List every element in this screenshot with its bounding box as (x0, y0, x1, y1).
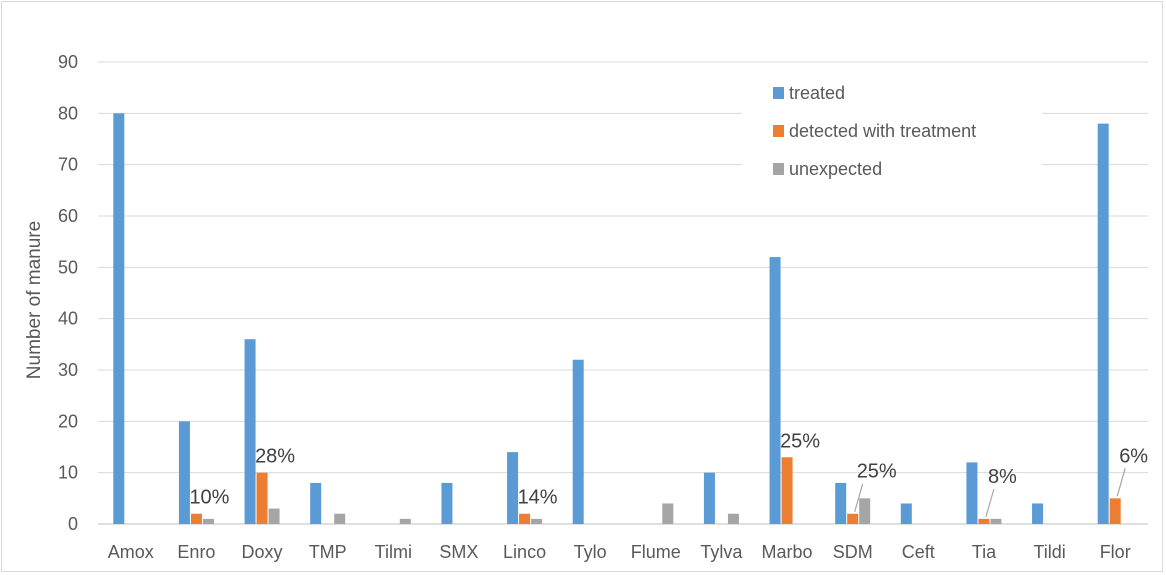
legend-swatch (773, 87, 784, 99)
bar-unexpected-doxy (268, 508, 280, 524)
x-tick-label: Marbo (762, 542, 813, 562)
bar-treated-tia (966, 462, 978, 524)
legend-entry: unexpected (789, 159, 882, 179)
y-tick-label: 60 (58, 206, 78, 226)
bar-treated-flor (1097, 123, 1109, 524)
x-tick-label: SMX (439, 542, 478, 562)
legend-swatch (773, 125, 784, 137)
annotations: 10% 28% 14% 25% 25% 8% 6% (189, 430, 1148, 518)
y-axis-ticks: 0 10 20 30 40 50 60 70 80 90 (58, 52, 78, 534)
annotation-label: 25% (780, 430, 820, 452)
y-tick-label: 90 (58, 52, 78, 72)
bar-detected-with-treatment-tia (978, 518, 990, 524)
annotation-label: 10% (189, 487, 229, 509)
bar-detected-with-treatment-sdm (847, 513, 859, 524)
annotation-label: 14% (518, 487, 558, 509)
annotation-label: 6% (1119, 445, 1148, 467)
bar-detected-with-treatment-linco (519, 513, 531, 524)
y-tick-label: 30 (58, 360, 78, 380)
bar-treated-linco (507, 452, 519, 524)
annotation-label: 28% (255, 446, 295, 468)
x-tick-label: Enro (177, 542, 215, 562)
y-tick-label: 40 (58, 309, 78, 329)
bar-treated-smx (441, 482, 453, 524)
x-axis-ticks: Amox Enro Doxy TMP Tilmi SMX Linco Tylo Flume Tyl… (108, 542, 1131, 562)
annotation-label: 25% (857, 461, 897, 483)
bar-treated-doxy (244, 339, 256, 524)
bar-treated-enro (178, 421, 190, 524)
x-tick-label: TMP (309, 542, 347, 562)
bar-unexpected-tia (990, 518, 1002, 524)
annotation-label: 8% (988, 466, 1017, 488)
bar-unexpected-tilmi (399, 518, 411, 524)
annotation-leader-line (985, 488, 995, 518)
x-tick-label: Flume (631, 542, 681, 562)
y-tick-label: 20 (58, 411, 78, 431)
x-tick-label: Amox (108, 542, 154, 562)
bar-treated-tildi (1032, 503, 1044, 524)
legend-entry: detected with treatment (789, 121, 976, 141)
bar-unexpected-tmp (334, 513, 346, 524)
annotation-leader-line (854, 483, 864, 512)
legend-background (742, 74, 1042, 186)
bar-unexpected-flume (662, 503, 674, 524)
y-axis-label: Number of manure (24, 221, 45, 379)
x-tick-label: Tylo (574, 542, 607, 562)
y-tick-label: 50 (58, 257, 78, 277)
bar-unexpected-tylva (727, 513, 739, 524)
bar-unexpected-sdm (859, 498, 871, 524)
x-tick-label: Linco (503, 542, 546, 562)
bar-unexpected-linco (531, 518, 543, 524)
bar-detected-with-treatment-marbo (781, 457, 793, 524)
bar-treated-amox (113, 113, 125, 524)
y-tick-label: 80 (58, 103, 78, 123)
bar-detected-with-treatment-enro (190, 513, 202, 524)
x-tick-label: Doxy (242, 542, 283, 562)
bar-treated-tylva (703, 472, 715, 524)
annotation-leader-line (1116, 468, 1126, 497)
legend-entry: treated (789, 83, 845, 103)
bar-treated-tylo (572, 359, 584, 524)
bar-treated-tmp (310, 482, 322, 524)
bar-treated-marbo (769, 257, 781, 524)
x-tick-label: Flor (1100, 542, 1131, 562)
bar-treated-sdm (835, 482, 847, 524)
y-tick-label: 70 (58, 155, 78, 175)
bar-detected-with-treatment-flor (1109, 498, 1121, 524)
x-tick-label: Tia (972, 542, 997, 562)
legend: treated detected with treatment unexpected (742, 74, 1042, 186)
bars (113, 113, 1121, 524)
x-tick-label: Tildi (1033, 542, 1065, 562)
bar-detected-with-treatment-doxy (256, 472, 268, 524)
x-tick-label: Ceft (902, 542, 935, 562)
y-tick-label: 10 (58, 463, 78, 483)
x-tick-label: Tilmi (375, 542, 412, 562)
x-tick-label: SDM (833, 542, 873, 562)
bar-treated-ceft (900, 503, 912, 524)
x-tick-label: Tylva (700, 542, 743, 562)
legend-swatch (773, 163, 784, 175)
bar-unexpected-enro (202, 518, 214, 524)
y-tick-label: 0 (68, 514, 78, 534)
